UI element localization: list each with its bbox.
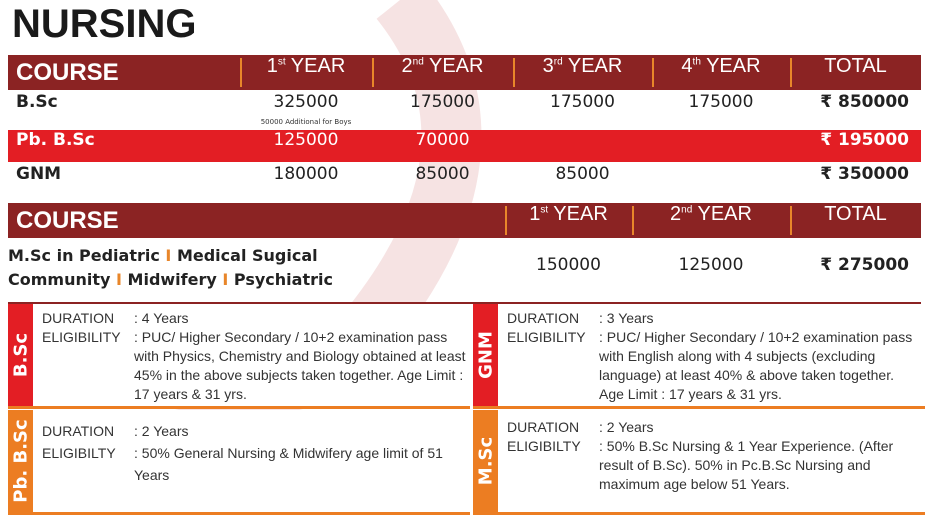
eligibility-label: ELIGIBILTY (507, 438, 581, 454)
msc-course-name: M.Sc in Pediatric I Medical Sugical Comm… (8, 246, 333, 289)
divider (505, 206, 507, 235)
header-year1: 1st YEAR (529, 203, 608, 225)
fee-total: ₹ 275000 (820, 255, 909, 275)
header-total: TOTAL (824, 55, 887, 77)
duration-label: DURATION (507, 310, 580, 326)
header-year1: 1st YEAR (266, 55, 346, 77)
fee-year3: 85000 (555, 164, 610, 184)
course-label-strip: Pb. B.Sc (8, 410, 33, 512)
duration-label: DURATION (507, 419, 580, 435)
eligibility-label: ELIGIBILITY (507, 329, 586, 345)
fee-year2: 70000 (415, 130, 470, 150)
table-row-msc: 150000 125000 ₹ 275000 (8, 255, 921, 287)
course-label-strip: M.Sc (473, 410, 498, 512)
course-name: Pb. B.Sc (16, 130, 95, 150)
page-title: NURSING (12, 2, 197, 46)
fee-year1: 150000 (536, 255, 601, 275)
fee-note: 50000 Additional for Boys (260, 118, 352, 126)
divider (790, 58, 792, 87)
course-label-strip: GNM (473, 304, 498, 406)
fee-year1: 180000 (273, 164, 339, 184)
table2-header: COURSE 1st YEAR 2nd YEAR TOTAL (8, 203, 921, 238)
divider (652, 58, 654, 87)
header-year2: 2nd YEAR (401, 55, 484, 77)
course-name: B.Sc (16, 92, 58, 112)
duration-label: DURATION (42, 423, 115, 439)
detail-box-pb-bsc: Pb. B.Sc DURATION : 2 Years ELIGIBILTY : 5… (8, 410, 470, 515)
divider (240, 58, 242, 87)
detail-box-gnm: GNM DURATION : 3 Years ELIGIBILITY : PUC/ … (473, 304, 925, 409)
course-label-strip: B.Sc (8, 304, 33, 406)
divider (372, 58, 374, 87)
header-course: COURSE (16, 59, 119, 86)
fee-total: ₹ 350000 (820, 164, 909, 184)
eligibility-value: : 50% General Nursing & Midwifery age li… (134, 445, 443, 483)
table1-header: COURSE 1st YEAR 2nd YEAR 3rd YEAR 4th YE… (8, 55, 921, 90)
divider (513, 58, 515, 87)
fee-year3: 175000 (550, 92, 615, 112)
duration-value: : 2 Years (599, 419, 654, 435)
fee-year2: 85000 (415, 164, 470, 184)
fee-year2: 125000 (678, 255, 744, 275)
divider (8, 302, 921, 304)
fee-year2: 175000 (410, 92, 475, 112)
eligibility-label: ELIGIBILTY (42, 445, 116, 461)
table-row-pb-bsc: Pb. B.Sc 125000 70000 ₹ 195000 (8, 130, 921, 162)
header-year4: 4th YEAR (681, 55, 761, 77)
eligibility-label: ELIGIBILITY (42, 329, 121, 345)
detail-box-bsc: B.Sc DURATION : 4 Years ELIGIBILITY : PUC/… (8, 304, 470, 409)
duration-value: : 2 Years (134, 423, 189, 439)
divider (632, 206, 634, 235)
eligibility-value: : PUC/ Higher Secondary / 10+2 examinati… (134, 329, 466, 402)
fee-year4: 175000 (688, 92, 754, 112)
table-row-bsc: B.Sc 325000 50000 Additional for Boys 17… (8, 92, 921, 128)
fee-year1: 325000 (273, 92, 339, 112)
eligibility-value: : 50% B.Sc Nursing & 1 Year Experience. … (599, 438, 894, 492)
fee-year1: 125000 (273, 130, 339, 150)
table-row-gnm: GNM 180000 85000 85000 ₹ 350000 (8, 164, 921, 196)
divider (790, 206, 792, 235)
duration-value: : 4 Years (134, 310, 189, 326)
fee-total: ₹ 850000 (820, 92, 909, 112)
eligibility-value: : PUC/ Higher Secondary / 10+2 examinati… (599, 329, 913, 402)
duration-label: DURATION (42, 310, 115, 326)
duration-value: : 3 Years (599, 310, 654, 326)
detail-box-msc: M.Sc DURATION : 2 Years ELIGIBILTY : 50% B… (473, 410, 925, 515)
header-year2: 2nd YEAR (670, 203, 752, 225)
header-total: TOTAL (824, 203, 887, 225)
course-name: GNM (16, 164, 62, 184)
header-year3: 3rd YEAR (542, 55, 623, 77)
fee-total: ₹ 195000 (820, 130, 909, 150)
header-course: COURSE (16, 207, 119, 234)
